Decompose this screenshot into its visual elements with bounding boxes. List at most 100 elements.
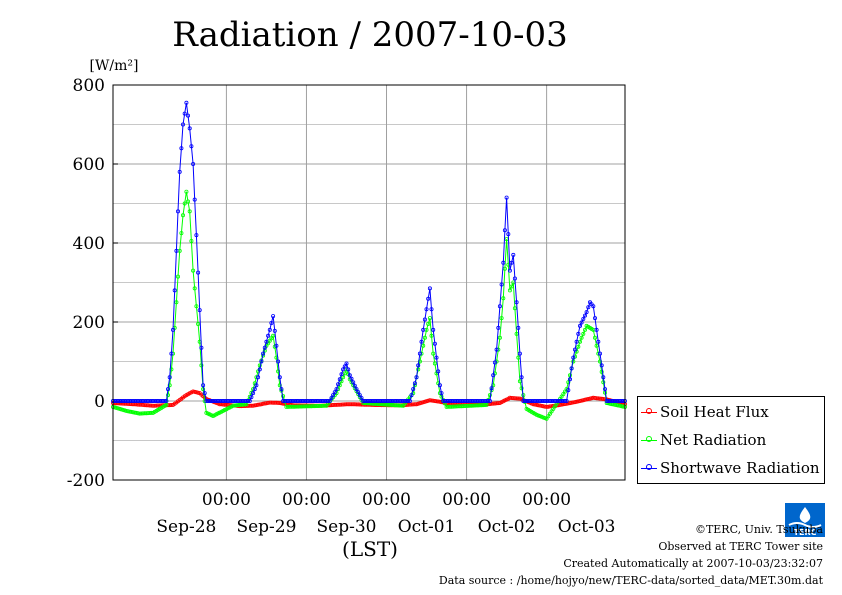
data-point-shortwave-radiation	[277, 375, 282, 380]
data-point-shortwave-radiation	[351, 380, 356, 385]
legend-item-shortwave-radiation: Shortwave Radiation	[638, 457, 824, 477]
data-point-shortwave-radiation	[436, 369, 441, 374]
data-point-net-radiation	[579, 335, 584, 340]
data-point-net-radiation	[164, 402, 169, 407]
x-date-label: Sep-28	[156, 517, 216, 537]
data-point-shortwave-radiation	[191, 161, 196, 166]
data-point-shortwave-radiation	[578, 323, 583, 328]
x-ticks: 00:00 Sep-28 00:00 Sep-29 00:00 Sep-30 00:00 Oc…	[156, 490, 615, 537]
data-point-shortwave-radiation	[603, 387, 608, 392]
legend-item-net-radiation: Net Radiation	[638, 429, 824, 449]
data-point-shortwave-radiation	[337, 377, 342, 382]
data-point-shortwave-radiation	[411, 387, 416, 392]
data-point-shortwave-radiation	[271, 314, 276, 319]
data-point-shortwave-radiation	[187, 126, 192, 131]
data-point-net-radiation	[427, 316, 432, 321]
data-point-shortwave-radiation	[499, 282, 504, 287]
series-line-shortwave-radiation	[113, 102, 625, 402]
data-point-shortwave-radiation	[249, 395, 254, 400]
data-point-shortwave-radiation	[197, 308, 202, 313]
data-point-net-radiation	[487, 393, 492, 398]
data-point-net-radiation	[484, 402, 489, 407]
data-point-net-radiation	[175, 274, 180, 279]
data-point-shortwave-radiation	[419, 339, 424, 344]
data-point-net-radiation	[399, 403, 404, 408]
data-point-net-radiation	[499, 316, 504, 321]
data-point-shortwave-radiation	[344, 361, 349, 366]
data-point-shortwave-radiation	[583, 313, 588, 318]
data-point-net-radiation	[422, 335, 427, 340]
data-point-net-radiation	[429, 333, 434, 338]
y-tick-label: 800	[73, 76, 105, 96]
legend-label-net-radiation: Net Radiation	[660, 431, 767, 449]
data-point-shortwave-radiation	[429, 307, 434, 312]
data-point-shortwave-radiation	[180, 122, 185, 127]
data-point-shortwave-radiation	[494, 347, 499, 352]
data-point-soil-heat-flux	[419, 400, 424, 405]
data-point-shortwave-radiation	[422, 317, 427, 322]
data-point-shortwave-radiation	[192, 197, 197, 202]
data-point-shortwave-radiation	[185, 113, 190, 118]
x-tick-time-label: 00:00	[442, 490, 491, 510]
y-tick-label: -200	[67, 471, 105, 491]
data-point-shortwave-radiation	[566, 388, 571, 393]
plot-frame	[112, 84, 626, 481]
data-point-shortwave-radiation	[412, 381, 417, 386]
footer-copyright: ©TERC, Univ. Tsukuba	[694, 523, 823, 536]
data-point-net-radiation	[174, 300, 179, 305]
data-point-shortwave-radiation	[256, 375, 261, 380]
data-point-soil-heat-flux	[169, 402, 174, 407]
legend-label-soil-heat-flux: Soil Heat Flux	[660, 403, 769, 421]
x-date-label: Oct-02	[478, 517, 536, 537]
data-point-shortwave-radiation	[326, 398, 331, 403]
data-point-net-radiation	[497, 335, 502, 340]
data-point-net-radiation	[594, 343, 599, 348]
y-tick-label: 400	[73, 234, 105, 254]
chart-title: Radiation / 2007-10-03	[172, 15, 568, 55]
data-point-net-radiation	[431, 351, 436, 356]
footer-created: Created Automatically at 2007-10-03/23:3…	[563, 557, 823, 570]
data-point-shortwave-radiation	[579, 320, 584, 325]
data-point-net-radiation	[507, 288, 512, 293]
data-point-shortwave-radiation	[167, 375, 172, 380]
data-point-shortwave-radiation	[569, 366, 574, 371]
data-point-net-radiation	[165, 393, 170, 398]
terc-logo-icon: TERC	[785, 503, 825, 537]
x-axis-label: (LST)	[342, 537, 398, 561]
data-point-shortwave-radiation	[196, 270, 201, 275]
legend-marker-soil-heat-flux	[646, 408, 652, 414]
data-point-shortwave-radiation	[331, 393, 336, 398]
data-point-shortwave-radiation	[514, 300, 519, 305]
data-point-net-radiation	[271, 333, 276, 338]
data-point-shortwave-radiation	[274, 343, 279, 348]
data-point-net-radiation	[192, 286, 197, 291]
footer-observed: Observed at TERC Tower site	[658, 540, 823, 553]
data-point-net-radiation	[194, 304, 199, 309]
y-tick-label: 200	[73, 313, 105, 333]
data-point-shortwave-radiation	[593, 316, 598, 321]
data-point-net-radiation	[119, 407, 124, 412]
data-point-shortwave-radiation	[497, 304, 502, 309]
footer-source: Data source : /home/hojyo/new/TERC-data/…	[438, 574, 823, 587]
data-point-shortwave-radiation	[487, 398, 492, 403]
y-ticks: -200 0 200 400 600 800	[67, 76, 118, 491]
data-point-net-radiation	[179, 231, 184, 236]
data-point-shortwave-radiation	[179, 146, 184, 151]
data-point-shortwave-radiation	[202, 391, 207, 396]
x-date-label: Oct-01	[398, 517, 456, 537]
data-point-shortwave-radiation	[261, 351, 266, 356]
data-point-shortwave-radiation	[247, 398, 252, 403]
data-point-shortwave-radiation	[512, 276, 517, 281]
data-point-shortwave-radiation	[406, 398, 411, 403]
data-point-shortwave-radiation	[563, 398, 568, 403]
data-point-shortwave-radiation	[504, 195, 509, 200]
x-tick-time-label: 00:00	[362, 490, 411, 510]
data-point-shortwave-radiation	[586, 305, 591, 310]
data-point-shortwave-radiation	[601, 375, 606, 380]
x-date-label: Oct-03	[558, 517, 616, 537]
data-point-shortwave-radiation	[356, 390, 361, 395]
legend-marker-shortwave-radiation	[646, 464, 652, 470]
data-point-soil-heat-flux	[424, 399, 429, 404]
data-point-shortwave-radiation	[174, 248, 179, 253]
